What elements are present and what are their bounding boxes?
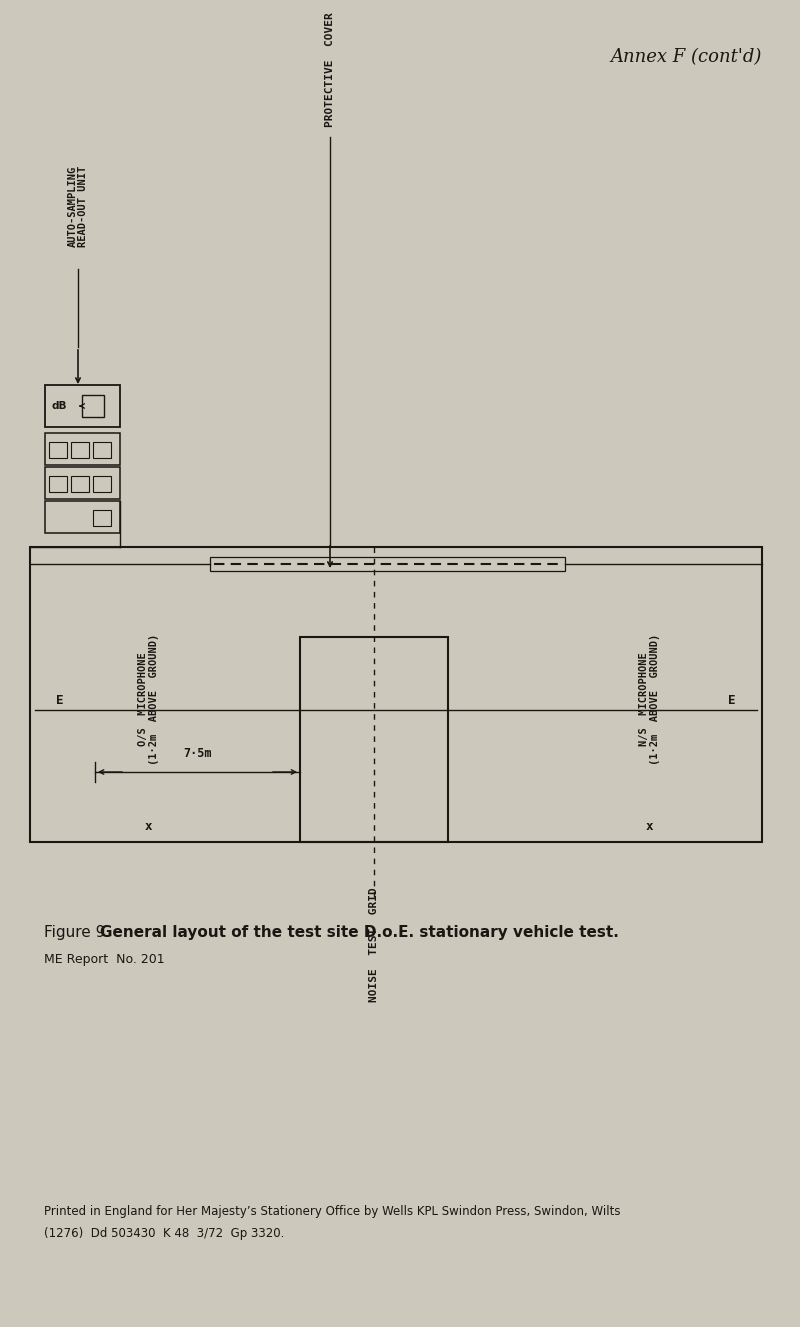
Bar [45,433,120,464]
Text: (1·2m  ABOVE  GROUND): (1·2m ABOVE GROUND) [650,634,660,766]
Bar [71,476,89,492]
Bar [71,442,89,458]
Text: (1276)  Dd 503430  K 48  3/72  Gp 3320.: (1276) Dd 503430 K 48 3/72 Gp 3320. [44,1227,284,1241]
Text: ME Report  No. 201: ME Report No. 201 [44,953,165,966]
Text: General layout of the test site D.o.E. stationary vehicle test.: General layout of the test site D.o.E. s… [100,925,619,940]
Bar [93,510,111,525]
Text: x: x [646,820,653,833]
Bar [45,467,120,499]
Text: O/S  MICROPHONE: O/S MICROPHONE [138,653,148,746]
Bar [45,502,120,533]
Bar [300,637,448,843]
Bar [45,385,120,427]
Bar [210,557,565,571]
Text: E: E [56,694,64,707]
Text: dB: dB [52,401,67,411]
Text: AUTO-SAMPLING: AUTO-SAMPLING [68,166,78,247]
Text: Figure 9.: Figure 9. [44,925,115,940]
Text: (1·2m  ABOVE  GROUND): (1·2m ABOVE GROUND) [149,634,159,766]
Text: 7·5m: 7·5m [183,747,212,760]
Bar [82,395,104,417]
Text: READ-OUT UNIT: READ-OUT UNIT [78,166,88,247]
Text: E: E [728,694,736,707]
Bar [49,476,67,492]
Bar [49,442,67,458]
Bar [93,476,111,492]
Text: Printed in England for Her Majesty’s Stationery Office by Wells KPL Swindon Pres: Printed in England for Her Majesty’s Sta… [44,1205,621,1218]
Bar [93,442,111,458]
Text: x: x [144,820,152,833]
Bar [30,547,762,843]
Text: PROTECTIVE  COVER  FOR  CABLE: PROTECTIVE COVER FOR CABLE [325,0,335,127]
Text: NOISE  TEST  GRID: NOISE TEST GRID [369,886,379,1002]
Text: Annex F (cont'd): Annex F (cont'd) [610,48,762,66]
Text: N/S  MICROPHONE: N/S MICROPHONE [639,653,649,746]
